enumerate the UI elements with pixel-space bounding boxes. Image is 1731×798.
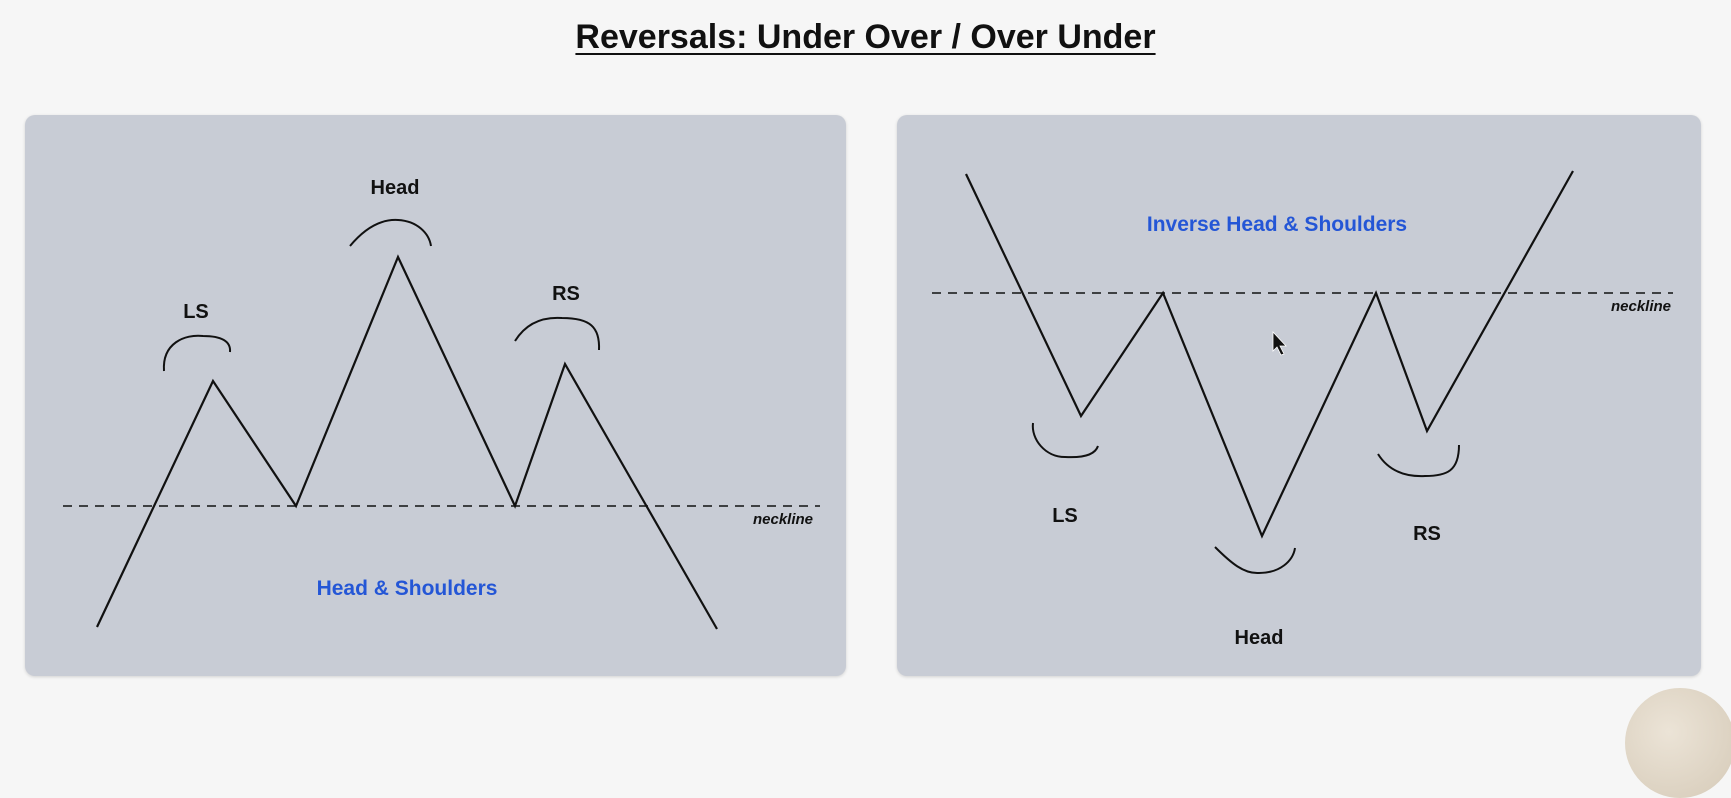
price-path [96, 254, 718, 630]
price-path [965, 170, 1574, 539]
inverse-head-and-shoulders-diagram: LS Head RS neckline Inverse Head & Shoul… [932, 170, 1673, 649]
head-arc [1214, 546, 1296, 575]
left-shoulder-label: LS [183, 301, 209, 323]
pattern-name: Inverse Head & Shoulders [1147, 213, 1407, 236]
neckline-label: neckline [1611, 298, 1671, 315]
mouse-cursor-icon [1272, 330, 1287, 356]
left-shoulder-label: LS [1052, 505, 1078, 527]
neckline-label: neckline [753, 511, 813, 528]
right-shoulder-arc [1377, 444, 1460, 478]
globe-decoration [1625, 688, 1731, 798]
page-title: Reversals: Under Over / Over Under [575, 18, 1156, 56]
left-shoulder-arc [1031, 422, 1099, 459]
head-and-shoulders-panel: LS Head RS neckline Head & Shoulders [25, 115, 846, 676]
right-shoulder-label: RS [552, 283, 580, 305]
left-shoulder-arc [162, 334, 232, 372]
head-label: Head [1235, 627, 1284, 649]
right-shoulder-arc [514, 316, 601, 351]
inverse-head-and-shoulders-panel: LS Head RS neckline Inverse Head & Shoul… [897, 115, 1701, 676]
head-label: Head [371, 177, 420, 199]
pattern-name: Head & Shoulders [317, 577, 498, 600]
right-shoulder-label: RS [1413, 523, 1441, 545]
head-arc [349, 218, 432, 247]
head-and-shoulders-diagram: LS Head RS neckline Head & Shoulders [63, 177, 820, 630]
